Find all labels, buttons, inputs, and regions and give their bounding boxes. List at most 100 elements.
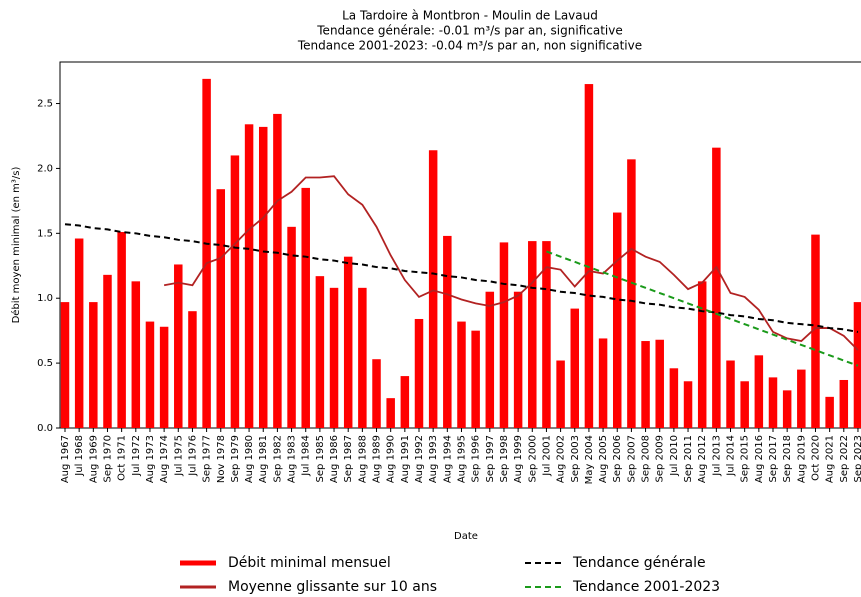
x-tick-label: Aug 1967 [60, 435, 71, 483]
x-tick-label: Oct 1971 [117, 435, 128, 481]
x-tick-label: Aug 1992 [414, 435, 425, 483]
x-tick-label: Sep 2023 [853, 435, 861, 482]
bar [386, 398, 395, 428]
x-tick-label: Aug 1991 [400, 435, 411, 483]
bar [598, 338, 608, 428]
bar [683, 381, 693, 428]
legend-label: Débit minimal mensuel [228, 555, 391, 571]
x-tick-label: Aug 1995 [456, 435, 467, 483]
x-tick-label: Sep 2007 [626, 435, 637, 482]
x-tick-label: Sep 1985 [315, 435, 326, 482]
bar [117, 232, 126, 428]
bar [782, 390, 792, 428]
x-tick-label: Aug 1989 [372, 435, 383, 483]
bar [570, 308, 580, 428]
x-tick-label: Aug 1994 [442, 435, 453, 483]
x-tick-label: Sep 2011 [683, 435, 694, 482]
x-tick-label: Jul 2014 [726, 435, 737, 477]
legend-label: Tendance 2001-2023 [572, 579, 720, 595]
bar [103, 274, 112, 428]
bar [400, 376, 410, 428]
bar [641, 341, 650, 428]
bar [712, 147, 721, 428]
x-tick-label: Aug 1983 [287, 435, 298, 483]
x-tick-label: Oct 2020 [810, 435, 821, 481]
x-tick-label: Sep 2017 [768, 435, 779, 482]
x-tick-label: Aug 1986 [329, 435, 340, 483]
bar [131, 281, 141, 428]
bar [329, 287, 339, 428]
x-tick-label: May 2004 [584, 435, 595, 484]
x-tick-label: Sep 2003 [570, 435, 581, 482]
bar [740, 381, 749, 428]
x-tick-label: Sep 2022 [839, 435, 850, 482]
x-tick-label: Sep 2000 [527, 435, 538, 482]
x-tick-label: Sep 1979 [230, 435, 241, 482]
x-tick-label: Jul 2013 [711, 435, 722, 477]
bar [372, 359, 381, 428]
bar [485, 291, 495, 428]
bar [584, 84, 594, 428]
x-tick-label: Jul 1968 [74, 435, 85, 477]
bar [188, 311, 197, 428]
bar [287, 226, 296, 428]
bar [542, 241, 551, 428]
bar [471, 330, 480, 428]
bar [669, 368, 679, 428]
bar [74, 238, 84, 428]
x-tick-label: Sep 1970 [102, 435, 113, 482]
bar [612, 212, 622, 428]
bar [89, 302, 98, 428]
bar [414, 318, 424, 428]
x-tick-label: Sep 1997 [485, 435, 496, 482]
x-tick-label: Aug 1974 [159, 435, 170, 483]
y-tick-label: 1.5 [37, 228, 53, 239]
bar [273, 113, 282, 429]
bar [768, 377, 778, 428]
bar [343, 256, 353, 428]
y-axis-label: Débit moyen minimal (en m³/s) [10, 167, 22, 324]
x-tick-label: Sep 2008 [641, 435, 652, 482]
x-tick-label: Aug 1999 [513, 435, 524, 483]
x-tick-label: Aug 1969 [88, 435, 99, 483]
bar [216, 189, 226, 428]
x-tick-label: Aug 1990 [386, 435, 397, 483]
line [163, 175, 859, 351]
x-tick-label: Jul 2001 [541, 435, 552, 477]
x-tick-label: Aug 2019 [796, 435, 807, 483]
bar [754, 355, 764, 428]
bar [174, 264, 183, 428]
x-tick-label: Aug 1988 [357, 435, 368, 483]
bar [60, 302, 70, 428]
bar [159, 326, 169, 428]
legend-label: Tendance générale [572, 555, 706, 571]
y-tick-label: 0.0 [37, 423, 53, 434]
bar [513, 291, 523, 428]
chart-subtitle: Tendance générale: -0.01 m³/s par an, si… [316, 24, 622, 38]
x-tick-label: Jul 1976 [187, 435, 198, 477]
x-tick-label: Nov 1978 [216, 435, 227, 483]
x-tick-label: Jul 1984 [301, 435, 312, 477]
bar [825, 396, 834, 428]
trend-line [64, 223, 859, 333]
bar [797, 369, 806, 428]
x-tick-label: Aug 1980 [244, 435, 255, 483]
y-tick-label: 2.5 [37, 99, 53, 110]
bar [202, 78, 211, 428]
x-tick-label: Sep 1987 [343, 435, 354, 482]
x-tick-label: Jul 1975 [173, 435, 184, 477]
bar [258, 126, 268, 428]
x-tick-label: Aug 1973 [145, 435, 156, 483]
trend-line [546, 250, 859, 367]
bar [499, 242, 509, 428]
chart-subtitle: Tendance 2001-2023: -0.04 m³/s par an, n… [297, 39, 642, 53]
bar [556, 360, 565, 428]
plot-frame [59, 61, 861, 429]
x-tick-label: Jul 2010 [669, 435, 680, 477]
bar [244, 124, 254, 428]
bar [358, 287, 367, 428]
y-tick-label: 0.5 [37, 358, 53, 369]
bar [301, 187, 310, 428]
x-tick-label: Sep 1982 [272, 435, 283, 482]
